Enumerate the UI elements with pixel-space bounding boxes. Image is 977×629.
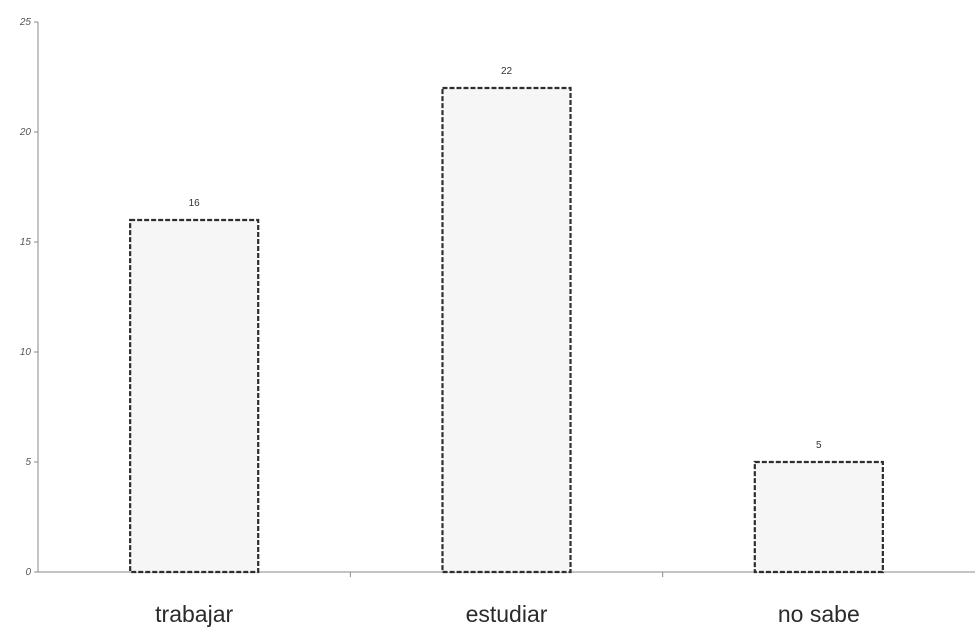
y-tick-label: 25 (19, 17, 32, 28)
data-label: 22 (501, 66, 513, 77)
y-tick-label: 0 (25, 567, 31, 578)
y-tick-label: 5 (25, 457, 31, 468)
data-labels: 16 22 5 (189, 66, 822, 451)
x-tick-label: trabajar (155, 601, 233, 627)
data-label: 16 (189, 198, 201, 209)
bar-estudiar (441, 86, 572, 574)
y-axis: 0 5 10 15 20 25 (19, 17, 39, 578)
y-tick-label: 10 (20, 347, 32, 358)
x-tick-labels: trabajar estudiar no sabe (155, 601, 860, 627)
bars (129, 86, 884, 574)
bar-trabajar (129, 218, 260, 574)
y-tick-label: 15 (20, 237, 32, 248)
bar-no-sabe (753, 460, 884, 574)
x-tick-label: estudiar (466, 601, 548, 627)
x-tick-label: no sabe (778, 601, 860, 627)
y-tick-label: 20 (19, 127, 32, 138)
data-label: 5 (816, 440, 822, 451)
